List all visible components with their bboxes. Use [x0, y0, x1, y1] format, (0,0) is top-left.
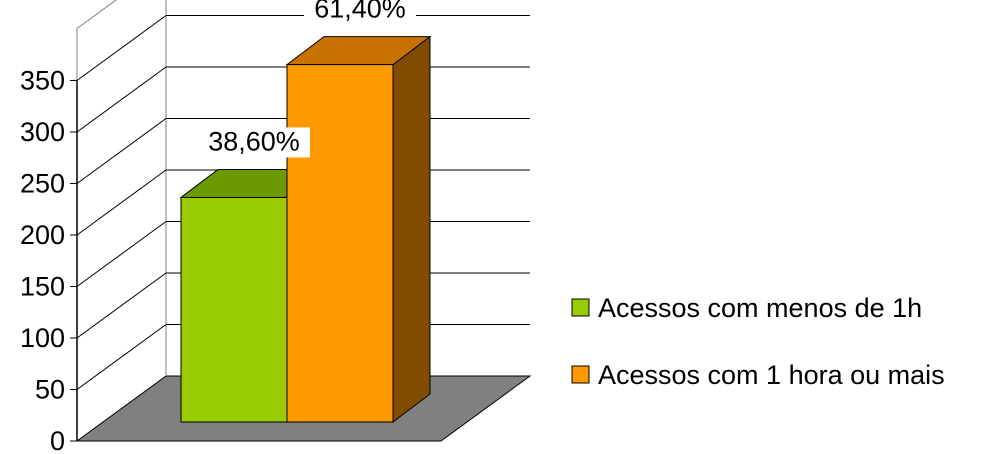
- data-labels: 38,60% 61,40%: [198, 0, 416, 158]
- y-tick-label: 50: [35, 375, 65, 405]
- y-tick-label: 0: [50, 426, 65, 454]
- gridline-side: [76, 66, 167, 133]
- y-tick-label: 100: [20, 323, 65, 353]
- data-label-text: 38,60%: [208, 126, 300, 156]
- bar-side-face: [392, 35, 431, 424]
- bar-2: [285, 35, 432, 424]
- data-label-2: 61,40%: [304, 0, 416, 25]
- legend-swatch: [571, 298, 590, 317]
- y-tick-label: 350: [20, 66, 65, 96]
- legend-item-1: Acessos com menos de 1h: [571, 293, 922, 323]
- legend-swatch: [571, 365, 590, 384]
- gridline-side: [76, 118, 167, 184]
- legend-item-2: Acessos com 1 hora ou mais: [571, 360, 945, 390]
- side-wall-border: [76, 0, 117, 441]
- gridline-side: [76, 221, 167, 287]
- data-label-background: [304, 0, 416, 25]
- legend-label: Acessos com 1 hora ou mais: [598, 360, 945, 390]
- gridline-side: [76, 15, 167, 81]
- gridline-side: [76, 169, 167, 236]
- gridline-side: [76, 324, 167, 390]
- y-axis-tick-labels: 0 50 100 150 200 250 300 350: [20, 66, 65, 454]
- legend: Acessos com menos de 1h Acessos com 1 hor…: [571, 293, 945, 390]
- legend-label: Acessos com menos de 1h: [598, 293, 922, 323]
- back-wall-border: [165, 0, 167, 376]
- bars: [179, 35, 432, 424]
- data-label-1: 38,60%: [198, 126, 310, 158]
- gridline-side: [76, 272, 167, 339]
- y-tick-label: 300: [20, 117, 65, 147]
- y-tick-label: 150: [20, 272, 65, 302]
- data-label-background: [198, 127, 310, 158]
- data-label-text: 61,40%: [314, 0, 406, 24]
- bar-front-face: [180, 196, 288, 423]
- bar-front-face: [286, 64, 394, 423]
- y-tick-label: 250: [20, 169, 65, 199]
- y-tick-label: 200: [20, 220, 65, 250]
